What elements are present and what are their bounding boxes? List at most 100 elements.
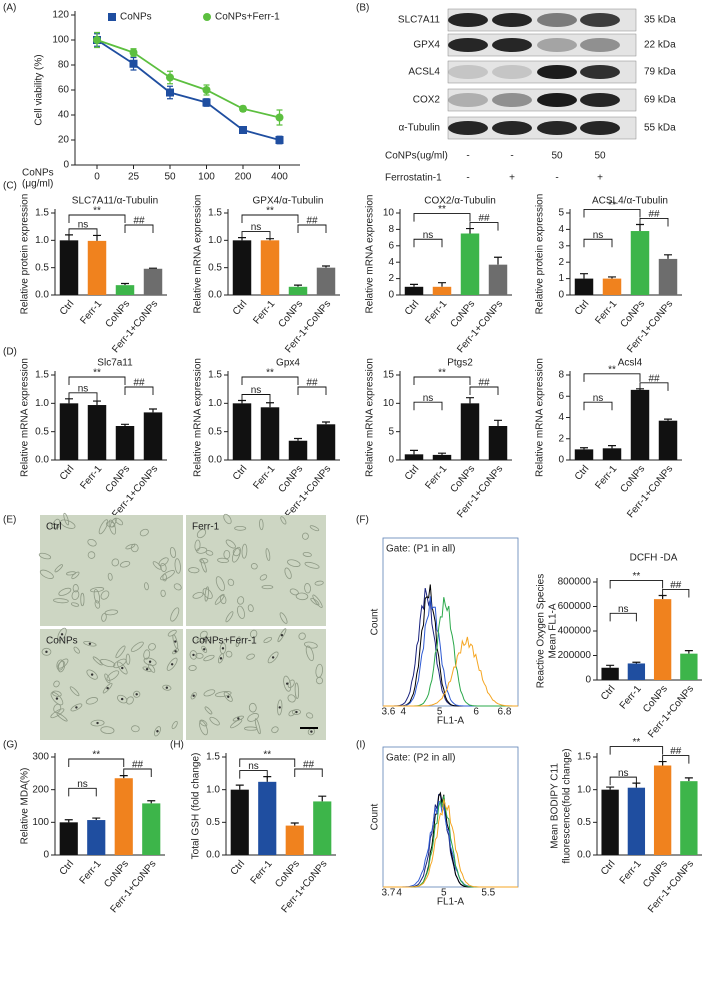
condition-value: 50 xyxy=(551,151,563,162)
cell xyxy=(225,539,236,549)
bar xyxy=(59,403,79,460)
cell xyxy=(80,592,85,607)
cell xyxy=(131,725,140,733)
cell xyxy=(279,612,288,624)
y-tick-label: 0.5 xyxy=(208,262,222,273)
histogram-tick-label: 3.6 xyxy=(381,707,395,718)
cell xyxy=(72,584,79,593)
gate-label: Gate: (P1 in all) xyxy=(386,544,455,555)
error-bar xyxy=(93,400,101,406)
y-tick-label: 40 xyxy=(58,110,70,121)
y-tick-label: 1.5 xyxy=(208,208,222,219)
cell xyxy=(205,550,214,556)
particle xyxy=(203,648,206,651)
bar xyxy=(404,286,424,295)
blot-band xyxy=(448,121,488,135)
error-bar xyxy=(632,661,641,664)
significance-bracket xyxy=(413,401,443,411)
bar xyxy=(260,240,280,295)
x-tick-label: 25 xyxy=(128,172,140,183)
cell xyxy=(73,646,80,654)
y-tick-label: 1.5 xyxy=(206,752,220,763)
cell xyxy=(196,636,212,643)
cell xyxy=(261,584,274,590)
y-tick-label: 0.0 xyxy=(35,290,49,301)
condition-value: - xyxy=(555,173,558,184)
cell xyxy=(54,564,63,573)
panel-label: (A) xyxy=(3,3,16,14)
x-tick-label: CoNPs xyxy=(104,299,133,330)
significance-label: ## xyxy=(670,580,682,591)
blot-band xyxy=(492,65,532,79)
bar xyxy=(288,440,308,460)
cell xyxy=(200,558,207,573)
significance-bracket xyxy=(609,776,637,786)
particle xyxy=(219,657,223,660)
cell xyxy=(147,663,156,673)
y-tick-label: 10 xyxy=(383,208,395,219)
particle xyxy=(88,642,92,645)
y-axis-title: Cell viability (%) xyxy=(34,54,45,125)
cell xyxy=(248,702,257,713)
y-tick-label: 4 xyxy=(388,257,394,268)
bar xyxy=(87,405,107,460)
cell xyxy=(204,586,209,602)
cell xyxy=(304,583,311,594)
histogram-tick-label: 5 xyxy=(437,707,443,718)
bar xyxy=(574,449,594,460)
cell xyxy=(86,669,98,680)
significance-label: ns xyxy=(423,230,434,241)
particle xyxy=(135,693,138,696)
particle xyxy=(227,695,230,699)
histogram-y-title: Count xyxy=(370,803,381,830)
cell xyxy=(199,719,208,727)
cell xyxy=(215,691,232,698)
legend-label: CoNPs+Ferr-1 xyxy=(215,12,280,23)
cell xyxy=(250,629,258,639)
cell xyxy=(93,589,100,604)
significance-label: ** xyxy=(608,200,616,211)
significance-bracket xyxy=(609,580,664,589)
cell xyxy=(314,580,324,586)
y-tick-label: 1.5 xyxy=(35,208,49,219)
cell xyxy=(203,654,215,662)
cell xyxy=(312,594,323,608)
cell xyxy=(104,609,119,616)
significance-label: ** xyxy=(93,368,101,379)
cell xyxy=(294,682,300,699)
cell xyxy=(265,548,271,562)
y-tick-label: 0 xyxy=(63,160,69,171)
significance-label: ## xyxy=(133,378,145,389)
y-tick-label: 5 xyxy=(388,426,394,437)
cell xyxy=(160,570,175,581)
y-tick-label: 0 xyxy=(585,675,591,686)
significance-label: ## xyxy=(648,373,660,384)
y-tick-label: 2 xyxy=(558,433,564,444)
significance-bracket xyxy=(413,213,471,222)
y-tick-label: 100 xyxy=(52,35,69,46)
significance-label: ns xyxy=(593,393,604,404)
legend-marker xyxy=(203,13,211,21)
bar xyxy=(680,781,698,855)
marker xyxy=(275,113,284,122)
y-tick-label: 400000 xyxy=(558,626,592,637)
protein-label: COX2 xyxy=(413,95,441,106)
cell xyxy=(111,558,120,567)
x-tick-label: 0 xyxy=(94,172,100,183)
y-axis-title: Reactive Oxygen Species xyxy=(536,574,547,689)
cell xyxy=(57,627,67,641)
cell xyxy=(171,720,178,730)
y-tick-label: 2 xyxy=(388,273,394,284)
y-axis-title: Relative mRNA expression xyxy=(193,195,204,314)
particle xyxy=(310,730,313,733)
x-axis-title: (μg/ml) xyxy=(22,179,53,190)
cell xyxy=(85,697,98,705)
cell xyxy=(160,563,167,572)
x-tick-label: Ctrl xyxy=(58,299,76,318)
y-tick-label: 3 xyxy=(558,240,564,251)
bar xyxy=(59,240,79,295)
x-tick-label: 400 xyxy=(271,172,288,183)
cell xyxy=(92,656,103,666)
cell xyxy=(107,572,113,581)
histogram-tick-label: 6 xyxy=(473,707,479,718)
